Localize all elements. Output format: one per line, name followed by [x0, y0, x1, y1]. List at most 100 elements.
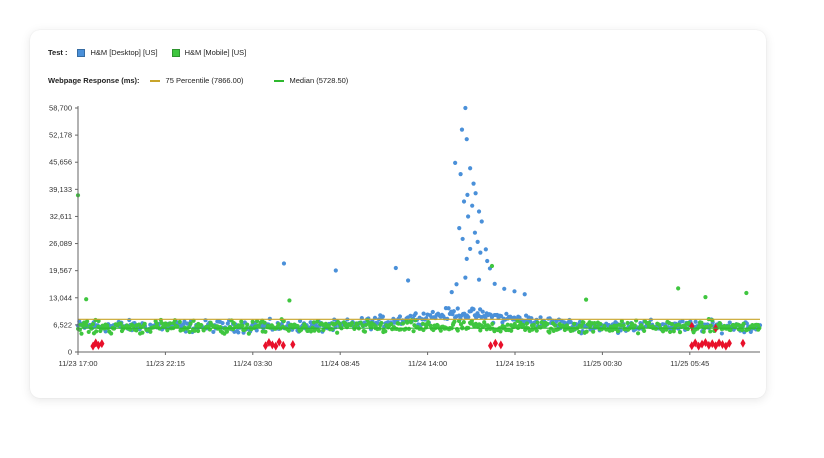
mobile-point	[592, 320, 597, 326]
mobile-point	[677, 330, 683, 335]
error-marker	[706, 340, 712, 350]
desktop-point	[446, 306, 451, 311]
mobile-point	[728, 327, 733, 333]
mobile-point	[642, 328, 647, 333]
y-tick-label: 19,567	[49, 266, 72, 275]
error-marker	[90, 341, 96, 351]
mobile-point	[456, 318, 462, 324]
legend-p75-label: 75 Percentile (7866.00)	[165, 76, 244, 85]
x-tick-label: 11/25 00:30	[583, 359, 622, 368]
mobile-point	[192, 328, 197, 333]
mobile-point	[360, 323, 365, 328]
mobile-point	[131, 323, 136, 329]
mobile-point	[196, 328, 201, 334]
mobile-point	[621, 323, 626, 328]
mobile-outlier-point	[676, 286, 681, 291]
legend-item-p75[interactable]: 75 Percentile (7866.00)	[149, 76, 244, 85]
mobile-point	[175, 324, 180, 329]
error-marker	[740, 338, 746, 348]
mobile-point	[657, 322, 662, 327]
desktop-outlier-point	[461, 199, 467, 204]
mobile-point	[231, 321, 236, 326]
desktop-outlier-point	[473, 191, 478, 196]
mobile-point	[118, 321, 123, 326]
mobile-point	[717, 321, 723, 326]
x-tick-label: 11/24 19:15	[495, 359, 534, 368]
mobile-point	[177, 319, 182, 324]
mobile-point	[239, 319, 244, 324]
desktop-point	[413, 311, 418, 316]
mobile-point	[635, 331, 641, 336]
mobile-point	[315, 319, 320, 324]
mobile-outlier-point	[583, 297, 589, 302]
mobile-point	[411, 329, 416, 334]
legend-item-mobile[interactable]: H&M [Mobile] [US]	[171, 48, 246, 57]
mobile-point	[262, 320, 267, 325]
mobile-point	[547, 330, 552, 335]
desktop-point	[471, 307, 476, 312]
mobile-point	[109, 331, 114, 336]
desktop-outlier-point	[454, 282, 459, 287]
error-marker	[719, 340, 726, 350]
mobile-point	[602, 323, 607, 329]
mobile-point	[383, 329, 388, 334]
desktop-point	[408, 313, 413, 318]
legend-item-desktop[interactable]: H&M [Desktop] [US]	[77, 48, 158, 57]
legend-item-median[interactable]: Median (5728.50)	[273, 76, 348, 85]
desktop-point	[297, 318, 303, 324]
mobile-point	[240, 323, 245, 328]
desktop-point	[451, 309, 456, 314]
desktop-outlier-point	[485, 258, 490, 264]
mobile-outlier-point	[744, 290, 749, 296]
mobile-point	[632, 323, 637, 328]
desktop-outlier-point	[492, 281, 497, 286]
desktop-point	[744, 321, 749, 326]
desktop-point	[220, 320, 225, 326]
y-tick-label: 6,522	[53, 320, 72, 329]
mobile-point	[699, 320, 704, 325]
mobile-point	[625, 320, 630, 326]
mobile-point	[531, 322, 536, 328]
response-legend-label: Webpage Response (ms):	[48, 76, 140, 85]
mobile-point	[669, 321, 675, 327]
mobile-point	[520, 322, 526, 328]
mobile-point	[337, 321, 342, 327]
mobile-point	[653, 326, 659, 331]
desktop-point	[693, 319, 698, 324]
error-marker	[290, 340, 296, 350]
mobile-point	[165, 328, 170, 333]
x-tick-label: 11/24 03:30	[233, 359, 272, 368]
x-tick-label: 11/25 05:45	[670, 359, 709, 368]
y-tick-label: 45,656	[49, 158, 72, 167]
mobile-point	[154, 321, 160, 326]
desktop-point	[211, 329, 216, 335]
desktop-outlier-point	[483, 247, 488, 252]
mobile-outlier-point	[489, 263, 495, 269]
response-legend: Webpage Response (ms): 75 Percentile (78…	[48, 76, 362, 85]
mobile-point	[406, 326, 412, 332]
y-tick-label: 32,611	[50, 212, 72, 221]
desktop-point	[500, 320, 505, 325]
mobile-point	[509, 328, 514, 333]
mobile-point	[405, 320, 410, 325]
desktop-point	[568, 320, 573, 325]
desktop-outlier-point	[475, 239, 480, 244]
error-marker	[276, 337, 282, 347]
legend-desktop-label: H&M [Desktop] [US]	[90, 48, 158, 57]
mobile-point	[326, 323, 331, 328]
desktop-outlier-point	[471, 181, 476, 186]
desktop-outlier-point	[466, 214, 471, 219]
mobile-point	[321, 327, 326, 333]
desktop-point	[380, 314, 385, 319]
desktop-point	[480, 309, 485, 314]
desktop-outlier-point	[468, 166, 473, 171]
mobile-point	[455, 328, 460, 333]
mobile-point	[355, 322, 360, 327]
desktop-outlier-point	[470, 203, 475, 208]
mobile-point	[726, 324, 732, 329]
mobile-point	[263, 329, 268, 334]
mobile-point	[534, 328, 539, 333]
mobile-point	[276, 322, 281, 327]
desktop-outlier-point	[463, 105, 468, 111]
